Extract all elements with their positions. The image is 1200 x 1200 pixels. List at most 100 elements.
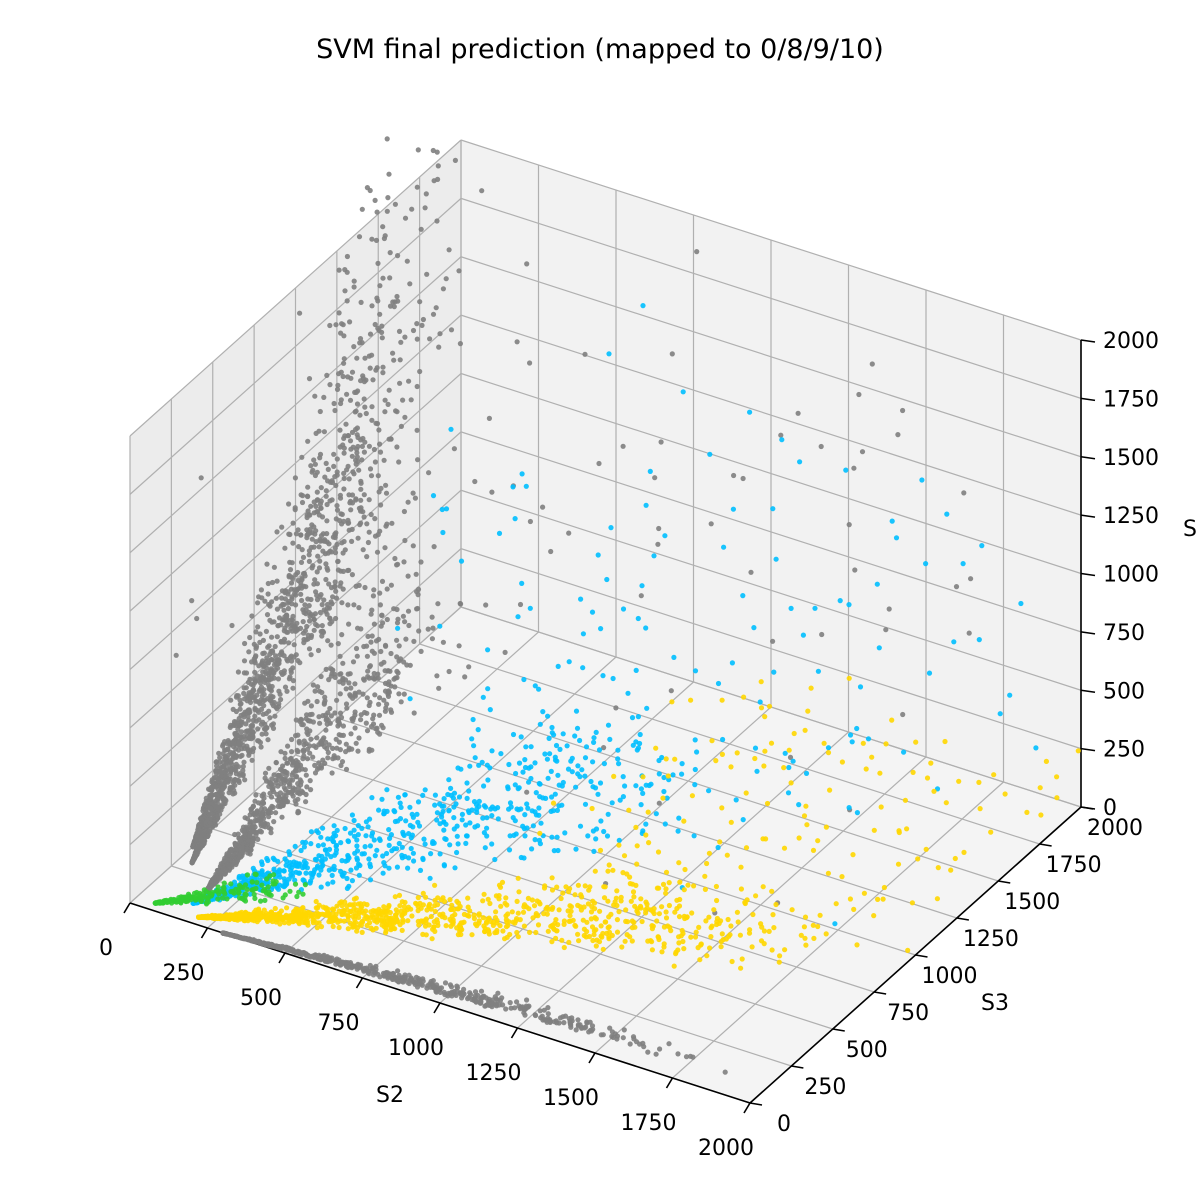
data-point-class-0 (462, 674, 468, 680)
data-point-class-0 (378, 648, 384, 655)
data-point-class-0 (356, 467, 362, 473)
data-point-class-9 (679, 771, 685, 777)
data-point-class-0 (360, 691, 366, 697)
data-point-class-9 (294, 863, 300, 869)
data-point-class-9 (430, 493, 437, 499)
data-point-class-0 (243, 670, 250, 676)
data-point-class-0 (540, 504, 546, 510)
data-point-class-0 (386, 689, 392, 696)
data-point-class-8 (249, 879, 255, 885)
data-point-class-10 (676, 914, 683, 920)
data-point-class-9 (409, 811, 415, 817)
data-point-class-0 (306, 558, 312, 565)
data-point-class-0 (384, 616, 390, 623)
data-point-class-9 (560, 731, 566, 737)
data-point-class-9 (437, 623, 443, 629)
data-point-class-9 (354, 848, 361, 854)
data-point-class-10 (601, 884, 607, 890)
data-point-class-9 (580, 631, 587, 637)
z-tick-mark (1080, 747, 1096, 752)
data-point-class-0 (276, 945, 282, 951)
data-point-class-9 (316, 853, 322, 859)
data-point-class-0 (384, 208, 390, 214)
data-point-class-9 (528, 744, 534, 750)
data-point-class-10 (737, 932, 744, 938)
data-point-class-0 (240, 711, 246, 718)
data-point-class-0 (327, 322, 333, 329)
data-point-class-0 (381, 973, 387, 979)
data-point-class-0 (687, 1053, 694, 1059)
data-point-class-9 (865, 736, 872, 742)
data-point-class-10 (725, 916, 731, 923)
data-point-class-10 (631, 894, 637, 900)
data-point-class-0 (339, 521, 345, 527)
data-point-class-9 (443, 821, 449, 827)
data-point-class-0 (264, 612, 271, 618)
data-point-class-0 (396, 459, 402, 465)
data-point-class-0 (372, 459, 378, 465)
data-point-class-9 (452, 865, 458, 871)
data-point-class-0 (374, 549, 381, 555)
data-point-class-9 (644, 705, 650, 711)
data-point-class-0 (328, 713, 334, 719)
data-point-class-0 (333, 615, 339, 622)
data-point-class-10 (527, 929, 533, 936)
data-point-class-0 (265, 942, 271, 948)
data-point-class-0 (258, 820, 264, 827)
data-point-class-0 (502, 649, 508, 656)
chart-title: SVM final prediction (mapped to 0/8/9/10… (316, 34, 884, 65)
data-point-class-0 (368, 639, 374, 645)
data-point-class-0 (282, 750, 288, 756)
data-point-class-8 (282, 892, 288, 898)
data-point-class-8 (272, 881, 278, 887)
data-point-class-9 (615, 756, 621, 762)
data-point-class-10 (628, 898, 634, 904)
data-point-class-0 (367, 664, 373, 670)
data-point-class-0 (293, 602, 299, 608)
data-point-class-0 (335, 382, 341, 388)
data-point-class-0 (315, 647, 322, 654)
data-point-class-0 (354, 401, 361, 407)
data-point-class-9 (960, 561, 966, 567)
data-point-class-0 (376, 712, 383, 718)
data-point-class-0 (856, 391, 862, 398)
data-point-class-0 (317, 720, 323, 726)
data-point-class-0 (694, 249, 700, 255)
data-point-class-0 (451, 446, 457, 452)
data-point-class-9 (521, 676, 527, 683)
data-point-class-0 (251, 676, 257, 682)
data-point-class-0 (214, 796, 221, 802)
data-point-class-0 (668, 688, 674, 694)
data-point-class-0 (275, 676, 281, 682)
data-point-class-0 (281, 628, 287, 634)
x-tick-mark (433, 1002, 441, 1014)
data-point-class-0 (683, 1054, 690, 1060)
data-point-class-9 (281, 868, 287, 874)
data-point-class-0 (280, 763, 286, 769)
data-point-class-0 (414, 321, 420, 327)
data-point-class-0 (429, 614, 435, 620)
data-point-class-0 (353, 496, 359, 502)
data-point-class-9 (526, 779, 532, 785)
grid-line-z-left (129, 197, 462, 495)
data-point-class-9 (639, 583, 645, 589)
data-point-class-0 (472, 989, 479, 995)
data-point-class-0 (333, 961, 339, 967)
data-point-class-0 (317, 501, 323, 507)
data-point-class-9 (512, 516, 518, 522)
data-point-class-9 (349, 812, 355, 818)
data-point-class-0 (483, 602, 489, 608)
data-point-class-0 (339, 632, 345, 638)
data-point-class-10 (526, 906, 532, 912)
data-point-class-9 (401, 832, 407, 839)
data-point-class-0 (465, 996, 471, 1002)
data-point-class-9 (676, 815, 682, 821)
data-point-class-9 (421, 836, 427, 842)
data-point-class-0 (283, 618, 290, 624)
data-point-class-9 (264, 855, 270, 862)
data-point-class-0 (347, 397, 354, 403)
data-point-class-0 (376, 636, 382, 643)
data-point-class-9 (326, 867, 332, 873)
data-point-class-0 (304, 712, 310, 718)
data-point-class-0 (306, 603, 312, 609)
